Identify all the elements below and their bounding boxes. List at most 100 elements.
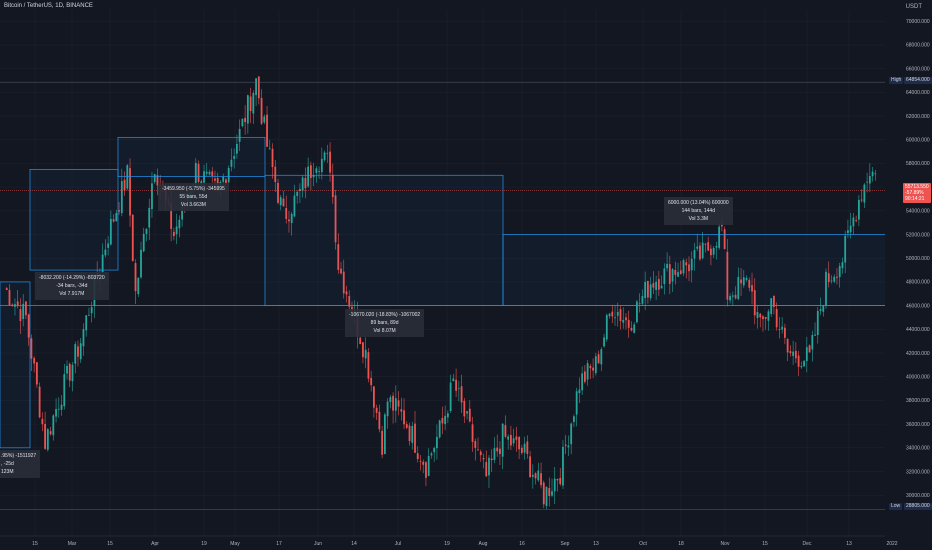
candle-body: [501, 423, 504, 457]
candle-body: [334, 195, 337, 243]
candle-body: [77, 346, 79, 357]
x-tick-label: Aug: [479, 541, 488, 547]
last-price-tag: 55713.550 -57.89% 90:14:21: [903, 183, 931, 203]
candle-body: [520, 447, 523, 453]
candle-body: [827, 273, 830, 283]
candle-body: [340, 268, 342, 274]
time-axis[interactable]: 15 Mar 15 Apr 19 May 17 Jun 14 Jul 19 Aug 16 Sep 13 Oct…: [0, 535, 898, 547]
measurement-label-line: -34 bars, -34d: [56, 283, 88, 289]
low-label: Low: [889, 503, 903, 510]
candle-body: [156, 175, 159, 186]
measurement-box[interactable]: [264, 174, 504, 306]
y-tick-label: 36000.000: [906, 422, 930, 428]
y-tick-label: 52000.000: [906, 232, 930, 238]
candle-body: [373, 386, 375, 408]
measurement-label-line: 89 bars, 89d: [370, 320, 399, 326]
candle-body: [285, 208, 288, 219]
x-tick-label: 15: [107, 541, 113, 547]
candle-body: [197, 163, 200, 182]
candle-body: [830, 280, 833, 282]
x-tick-label: 14: [351, 541, 357, 547]
candle-body: [381, 430, 384, 455]
last-price-change: -57.89%: [905, 190, 924, 196]
candle-body: [611, 311, 614, 317]
candle-body: [704, 243, 707, 245]
x-tick-label: May: [230, 541, 240, 547]
last-price-value: 55713.550: [905, 184, 929, 190]
candle-body: [214, 178, 216, 181]
candle-body: [860, 199, 863, 201]
candle-body: [490, 458, 493, 461]
price-axis[interactable]: 70000.000 68000.000 66000.000 64000.000 6200…: [885, 0, 932, 550]
candle-body: [614, 317, 616, 319]
candle-body: [663, 268, 666, 285]
candle-body: [781, 326, 784, 330]
candle-body: [838, 266, 841, 278]
candle-body: [696, 246, 699, 249]
measurement-box[interactable]: [502, 234, 891, 306]
high-label: High: [889, 77, 904, 84]
candle-body: [545, 486, 548, 507]
candle-body: [268, 147, 271, 149]
candle-body: [671, 269, 674, 282]
candle-body: [688, 264, 690, 272]
y-tick-label: 58000.000: [906, 161, 930, 167]
candle-body: [274, 166, 277, 182]
candle-body: [134, 263, 137, 292]
candle-body: [660, 285, 663, 289]
candle-body: [414, 423, 416, 453]
y-tick-label: 42000.000: [906, 351, 930, 357]
candle-body: [290, 213, 293, 223]
y-tick-label: 34000.000: [906, 446, 930, 452]
chart-title: Bitcoin / TetherUS, 1D, BINANCE: [4, 3, 93, 9]
candle-body: [825, 271, 827, 306]
candle-body: [644, 281, 647, 298]
candle-body: [337, 244, 340, 270]
measurement-boxes[interactable]: [0, 136, 891, 449]
candle-body: [170, 203, 173, 229]
y-tick-label: 38000.000: [906, 398, 930, 404]
candle-body: [792, 351, 795, 356]
measurement-box[interactable]: [29, 168, 119, 271]
candle-body: [82, 329, 85, 347]
candle-body: [773, 295, 775, 307]
candle-body: [710, 248, 712, 256]
candle-body: [597, 354, 600, 364]
candle-body: [485, 462, 488, 477]
candle-body: [775, 308, 778, 328]
candle-body: [523, 443, 526, 453]
candle-body: [246, 95, 249, 124]
candle-body: [564, 444, 567, 446]
candle-body: [378, 411, 381, 430]
candle-body: [600, 349, 603, 365]
candle-body: [8, 290, 11, 306]
candle-body: [120, 181, 123, 214]
candle-body: [25, 301, 27, 316]
measurement-label-line: 144 bars, 144d: [681, 208, 715, 214]
candle-body: [271, 148, 274, 168]
candle-body: [293, 195, 296, 217]
candle-body: [345, 291, 348, 295]
candle-body: [392, 395, 394, 411]
candle-body: [786, 339, 789, 353]
candle-body: [729, 296, 731, 301]
candle-body: [441, 417, 444, 424]
candle-body: [556, 478, 559, 481]
candle-body: [266, 114, 268, 147]
candle-body: [723, 229, 726, 250]
candle-body: [403, 410, 405, 425]
candle-body: [422, 461, 425, 465]
candle-body: [512, 438, 515, 444]
candle-body: [277, 182, 279, 203]
measurement-box[interactable]: [117, 136, 266, 177]
candle-body: [583, 371, 586, 382]
candle-body: [608, 313, 611, 317]
candle-body: [833, 276, 836, 282]
candle-body: [731, 295, 734, 297]
candle-body: [836, 276, 838, 278]
measurement-box[interactable]: [0, 281, 31, 449]
y-tick-label: 40000.000: [906, 375, 930, 381]
candle-body: [718, 226, 721, 248]
candle-body: [816, 310, 819, 336]
